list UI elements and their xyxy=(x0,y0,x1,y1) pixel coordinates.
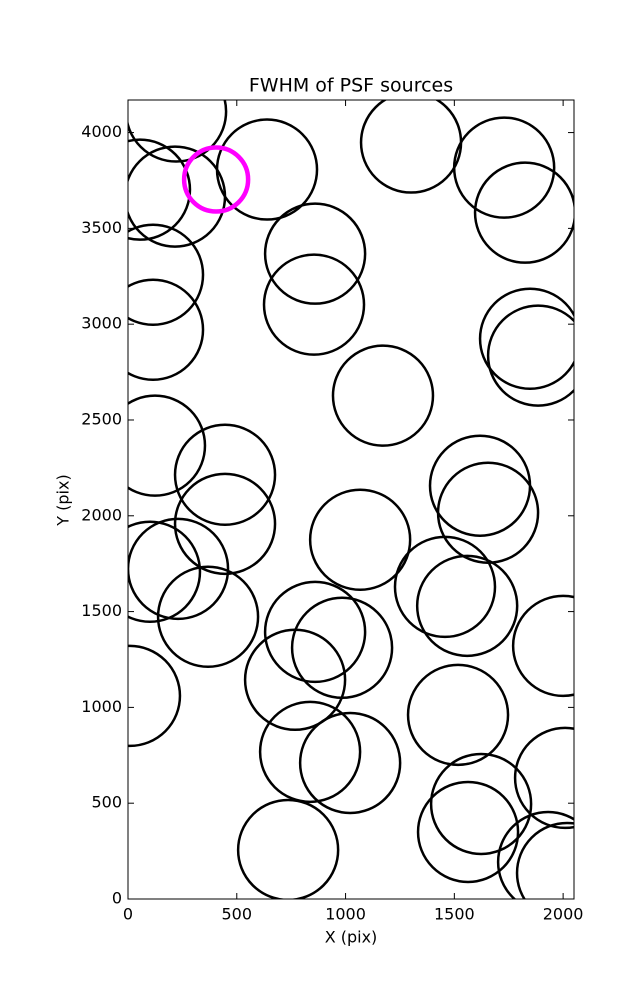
source-circle xyxy=(156,565,260,669)
source-circle xyxy=(452,116,556,219)
y-tick-label: 2500 xyxy=(81,409,122,428)
source-circle xyxy=(258,700,362,804)
source-circle xyxy=(331,344,435,447)
source-circle xyxy=(263,202,367,305)
x-tick-label: 500 xyxy=(222,905,253,924)
source-circle xyxy=(181,145,251,214)
x-tick-label: 0 xyxy=(123,905,133,924)
x-axis-label: X (pix) xyxy=(325,928,378,947)
source-circle xyxy=(416,780,520,884)
source-circle xyxy=(128,644,182,748)
chart-title: FWHM of PSF sources xyxy=(249,75,453,97)
source-circle xyxy=(473,161,574,264)
source-circle xyxy=(263,580,367,684)
source-circle xyxy=(415,554,519,658)
source-circle xyxy=(359,100,463,194)
plot-frame xyxy=(127,99,575,900)
source-circle xyxy=(128,394,207,497)
source-circle xyxy=(243,628,347,732)
source-circle xyxy=(478,287,574,390)
source-circle xyxy=(215,118,319,221)
y-axis-label: Y (pix) xyxy=(54,474,73,526)
source-circle xyxy=(262,253,366,356)
source-circle xyxy=(128,520,202,623)
source-circle xyxy=(128,138,192,241)
y-tick-label: 2000 xyxy=(81,505,122,524)
x-tick-label: 2000 xyxy=(543,905,584,924)
source-circle xyxy=(173,472,277,576)
source-circle xyxy=(406,663,510,767)
y-tick-label: 1000 xyxy=(81,697,122,716)
source-circle xyxy=(290,596,394,700)
source-circle xyxy=(513,726,574,830)
y-tick-label: 1500 xyxy=(81,601,122,620)
x-tick-label: 1000 xyxy=(325,905,366,924)
source-circle xyxy=(128,100,228,163)
source-circle xyxy=(515,821,574,899)
source-circle xyxy=(496,810,574,899)
x-tick-label: 1500 xyxy=(434,905,475,924)
y-tick-label: 3000 xyxy=(81,314,122,333)
source-circle xyxy=(511,594,574,698)
source-circle xyxy=(236,798,340,899)
y-tick-label: 3500 xyxy=(81,218,122,237)
source-circle xyxy=(128,517,230,621)
source-circle xyxy=(173,423,277,527)
y-tick-label: 500 xyxy=(91,793,122,812)
source-circle xyxy=(308,488,412,591)
source-circle xyxy=(298,711,402,815)
source-circle xyxy=(128,223,205,326)
source-circle xyxy=(486,304,574,407)
source-circle xyxy=(429,752,533,856)
y-tick-label: 0 xyxy=(112,889,122,908)
source-circle xyxy=(128,278,205,381)
y-tick-label: 4000 xyxy=(81,122,122,141)
source-circle xyxy=(393,535,497,639)
plot-area xyxy=(128,100,574,899)
